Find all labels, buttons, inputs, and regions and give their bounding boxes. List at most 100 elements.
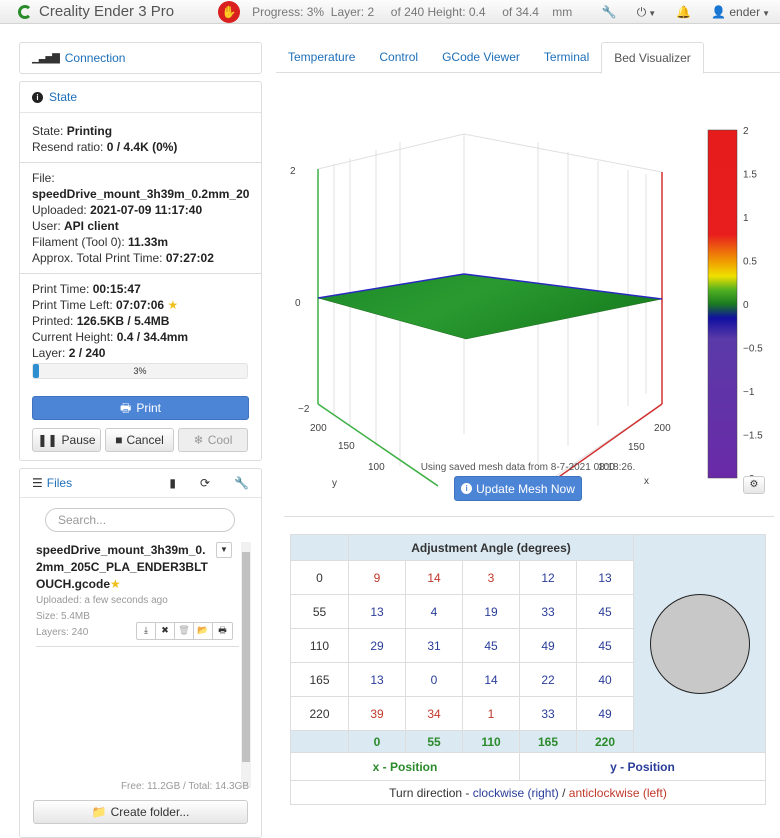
layer-value: 2 / 240	[68, 346, 106, 360]
wrench-icon[interactable]: 🔧	[234, 476, 249, 490]
resend-value: 0 / 4.4K (0%)	[106, 140, 178, 154]
file-search-input[interactable]: Search...	[45, 508, 235, 532]
stop-icon: ■	[115, 433, 123, 447]
approx-time-value: 07:27:02	[165, 251, 214, 265]
x-position-label: x - Position	[290, 752, 520, 781]
files-panel: ☰ Files ▮ ⟳ 🔧 Search... speedDrive_mount…	[19, 468, 262, 838]
colorbar-tick-label: 1.5	[743, 170, 757, 181]
create-folder-button[interactable]: 📁 Create folder...	[33, 800, 248, 824]
cool-button[interactable]: ❄ Cool	[178, 428, 248, 452]
x-position-cell: 110	[462, 730, 520, 753]
z-tick-label: 2	[290, 166, 296, 177]
state-key: State:	[32, 124, 64, 138]
refresh-icon[interactable]: ⟳	[199, 476, 211, 490]
user-menu[interactable]: 👤 ender ▼	[711, 5, 770, 19]
table-row: 220 39 34 1 33 49	[290, 696, 766, 731]
colorbar-tick-label: 2	[743, 126, 749, 137]
file-size: Size: 5.4MB	[36, 611, 90, 622]
current-height-key: Current Height:	[32, 330, 114, 344]
brand[interactable]: Creality Ender 3 Pro	[18, 3, 174, 20]
adjustment-cell: 49	[576, 696, 634, 731]
tab-control[interactable]: Control	[379, 50, 419, 64]
row-y-position: 55	[290, 594, 349, 629]
gear-icon[interactable]: ⚙	[743, 476, 765, 494]
bed-mesh-plot[interactable]: 2 0 −2 200 150 100 y 200 150 100 x 2 1.5 1…	[276, 74, 780, 494]
uploaded-key: Uploaded:	[32, 203, 87, 217]
colorbar	[707, 129, 738, 479]
power-icon[interactable]: ⏻ ▼	[636, 4, 657, 19]
cancel-label: Cancel	[126, 433, 164, 447]
adjustment-cell: 12	[519, 560, 577, 595]
adjustment-cell: 33	[519, 594, 577, 629]
tab-gcode-viewer[interactable]: GCode Viewer	[442, 50, 520, 64]
print-button[interactable]: 🖶 Print	[32, 396, 249, 420]
tab-bed-visualizer[interactable]: Bed Visualizer	[601, 42, 704, 74]
emergency-stop-icon[interactable]: ✋	[218, 0, 241, 23]
star-icon: ★	[167, 298, 179, 312]
adjustment-cell: 14	[462, 662, 520, 697]
files-toggle[interactable]: Files	[46, 476, 73, 490]
x-position-cell: 55	[405, 730, 463, 753]
nav-height: Height: 0.4	[427, 4, 486, 19]
bell-icon[interactable]: 🔔	[676, 5, 692, 19]
delete-icon[interactable]: ✖	[156, 623, 175, 639]
adjustment-cell: 29	[348, 628, 406, 663]
print-time-key: Print Time:	[32, 282, 90, 296]
adjustment-table: Adjustment Angle (degrees) 0 9 14 3 12 13 55 13…	[290, 534, 766, 805]
user-name: ender	[729, 5, 761, 19]
tab-temperature[interactable]: Temperature	[288, 50, 356, 64]
adjustment-cell: 9	[348, 560, 406, 595]
storage-free: Free: 11.2GB / Total: 14.3GB	[120, 781, 249, 792]
adjustment-cell: 34	[405, 696, 463, 731]
approx-time-key: Approx. Total Print Time:	[32, 251, 163, 265]
row-y-position: 220	[290, 696, 349, 731]
sd-card-icon[interactable]: ▮	[169, 476, 176, 490]
y-position-label: y - Position	[519, 752, 766, 781]
adjustment-cell: 0	[405, 662, 463, 697]
table-row: 110 29 31 45 49 45	[290, 628, 766, 663]
current-height-value: 0.4 / 34.4mm	[116, 330, 189, 344]
resend-key: Resend ratio:	[32, 140, 104, 154]
x-position-cell: 165	[519, 730, 577, 753]
info-icon: i	[461, 483, 473, 494]
bed-mesh-svg[interactable]: 2 0 −2 200 150 100 y 200 150 100 x 2 1.5 1…	[276, 74, 780, 494]
print-status-info: Progress: 3% Layer: 2 of 240 Height: 0.4…	[252, 5, 572, 19]
colorbar-tick-label: 1	[743, 213, 749, 224]
folder-open-icon[interactable]: 📂	[194, 623, 213, 639]
list-item[interactable]: speedDrive_mount_3h39m_0.2mm_205C_PLA_EN…	[36, 542, 232, 641]
list-icon: ☰	[32, 476, 43, 490]
printer-icon: 🖶	[119, 401, 132, 415]
connection-toggle[interactable]: Connection	[64, 51, 126, 65]
filament-key: Filament (Tool 0):	[32, 235, 125, 249]
file-list: speedDrive_mount_3h39m_0.2mm_205C_PLA_EN…	[20, 542, 261, 792]
cancel-button[interactable]: ■ Cancel	[105, 428, 174, 452]
wrench-icon[interactable]: 🔧	[601, 5, 617, 19]
download-icon[interactable]: ⤓	[137, 623, 156, 639]
row-y-position: 110	[290, 628, 349, 663]
update-mesh-button[interactable]: i Update Mesh Now	[454, 476, 582, 501]
state-toggle[interactable]: State	[49, 90, 78, 104]
state-value: Printing	[66, 124, 113, 138]
pause-button[interactable]: ❚❚ Pause	[32, 428, 101, 452]
file-list-scrollbar[interactable]	[241, 542, 251, 788]
file-name[interactable]: speedDrive_mount_3h39m_0.2mm_205C_PLA_EN…	[36, 543, 208, 591]
chevron-down-icon[interactable]: ▼	[216, 542, 232, 558]
file-layers: Layers: 240	[36, 627, 89, 638]
adjustment-cell: 45	[576, 594, 634, 629]
adjustment-cell: 22	[519, 662, 577, 697]
trash-icon[interactable]: 🗑	[175, 623, 194, 639]
tab-bar: Temperature Control GCode Viewer Terminal Be…	[276, 42, 780, 74]
navbar: Creality Ender 3 Pro ✋ Progress: 3% Laye…	[0, 0, 780, 24]
bed-circle-cell	[633, 534, 766, 753]
y-tick-label: 150	[338, 441, 355, 452]
state-body: State: Printing Resend ratio: 0 / 4.4K (…	[20, 113, 261, 460]
x-position-row: 0 55 110 165 220	[290, 730, 766, 753]
adjustment-cell: 33	[519, 696, 577, 731]
adjustment-cell: 14	[405, 560, 463, 595]
tab-terminal[interactable]: Terminal	[543, 50, 590, 64]
info-icon: i	[32, 91, 43, 103]
colorbar-tick-label: 0	[743, 300, 749, 311]
signal-icon: ▁▃▅▇	[32, 52, 60, 64]
print-file-icon[interactable]: 🖶	[218, 625, 227, 635]
table-row: 55 13 4 19 33 45	[290, 594, 766, 629]
